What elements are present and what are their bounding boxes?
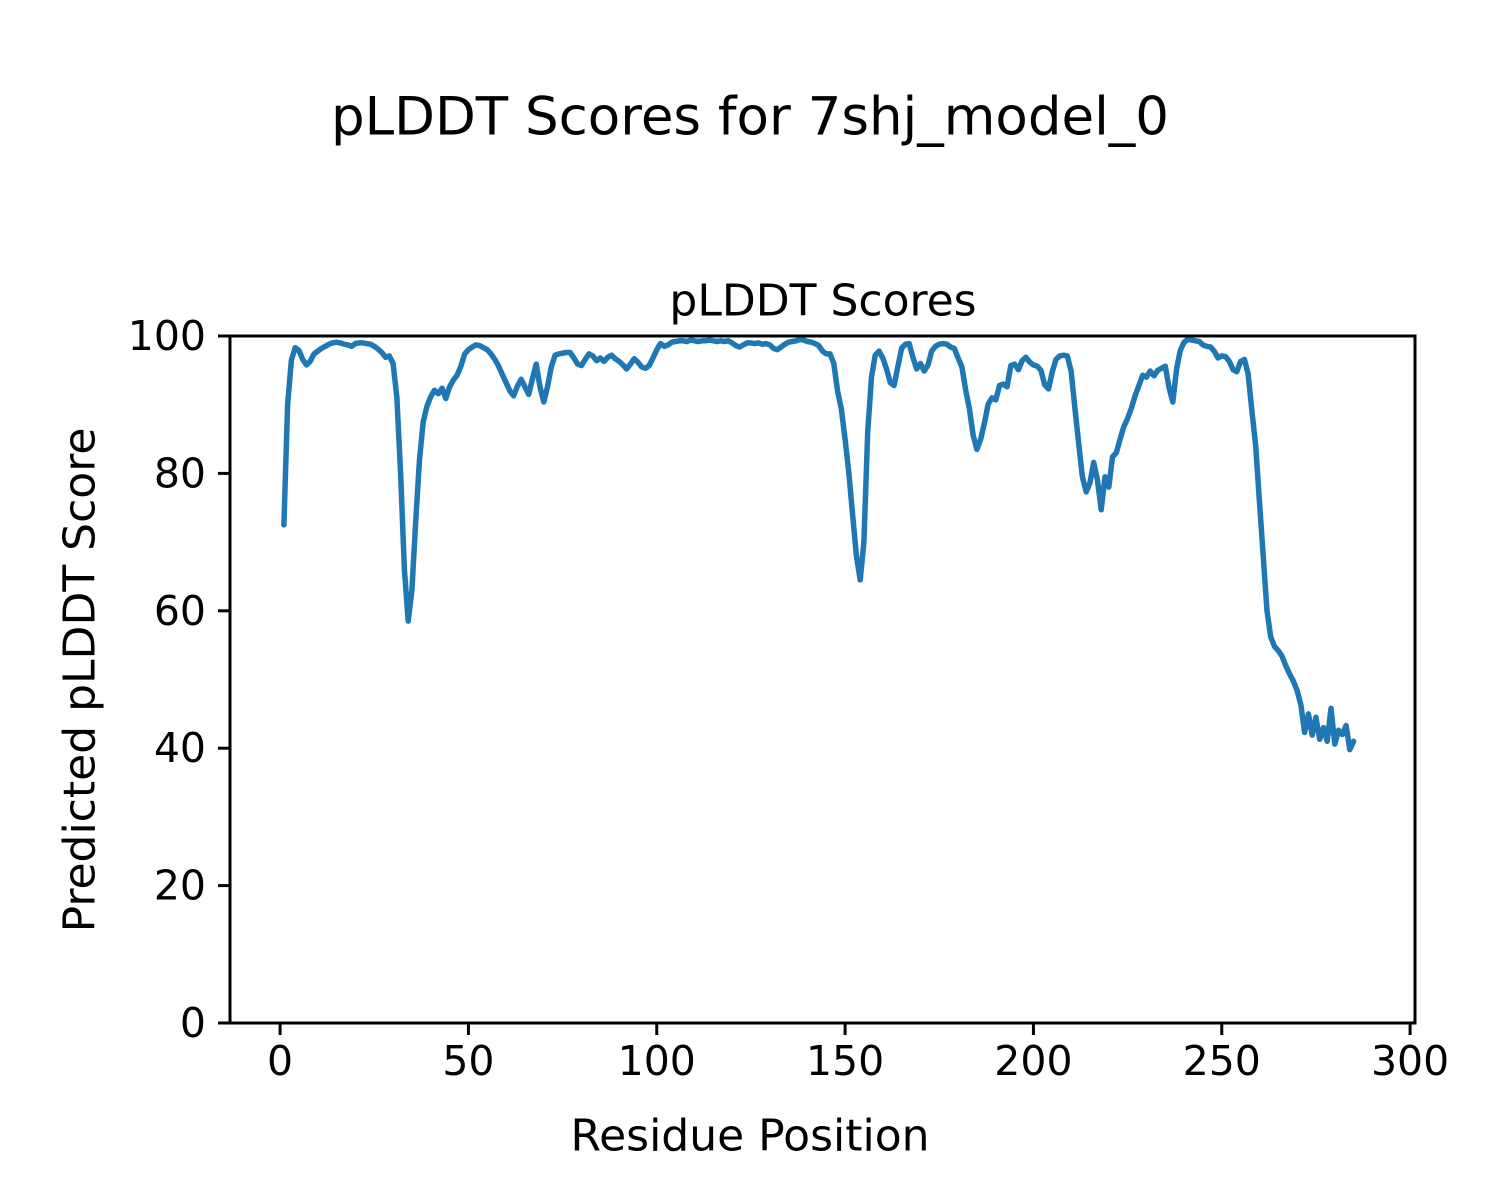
axes-title: pLDDT Scores [669,275,977,327]
y-tick-label: 0 [180,999,206,1047]
y-tick-label: 80 [154,449,206,497]
x-tick-label: 100 [618,1037,696,1085]
x-tick-label: 250 [1183,1037,1261,1085]
axes-spines [228,334,1417,1025]
x-tick-label: 150 [806,1037,884,1085]
y-tick-label: 100 [128,312,206,360]
x-tick-label: 50 [442,1037,494,1085]
x-tick-label: 0 [267,1037,293,1085]
y-tick-label: 20 [154,862,206,910]
y-tick-label: 40 [154,724,206,772]
y-tick-label: 60 [154,587,206,635]
x-tick-label: 200 [994,1037,1072,1085]
x-axis-label: Residue Position [570,1110,930,1162]
x-tick-label: 300 [1371,1037,1449,1085]
figure-suptitle: pLDDT Scores for 7shj_model_0 [330,86,1170,148]
y-axis-label: Predicted pLDDT Score [54,427,106,933]
plddt-line [281,336,1357,753]
